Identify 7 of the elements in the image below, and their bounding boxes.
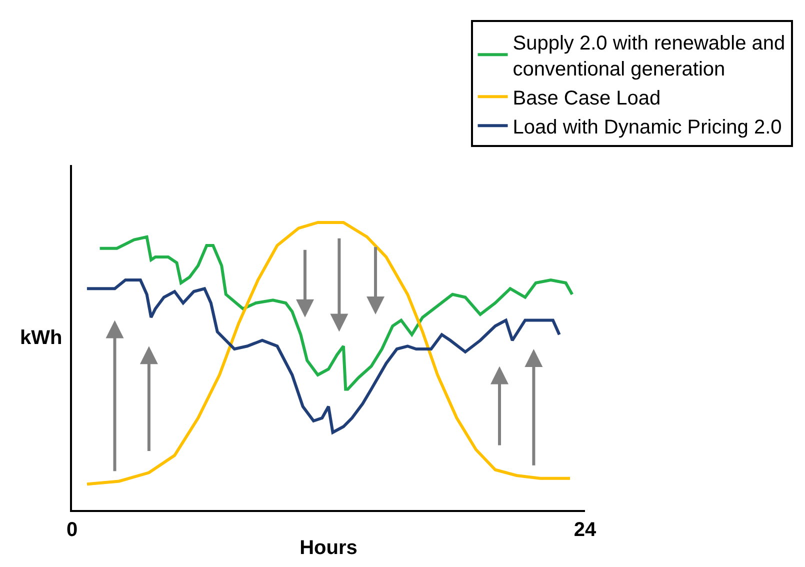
legend-label: Supply 2.0 with renewable and conventional generation [512, 32, 786, 80]
x-tick-label: 24 [574, 519, 597, 541]
x-tick-label: 0 [66, 519, 78, 541]
legend-label: Base Case Load [512, 87, 661, 110]
legend-label: Load with Dynamic Pricing 2.0 [512, 116, 782, 138]
y-axis-title: kWh [20, 327, 62, 349]
x-axis-title: Hours [300, 537, 358, 559]
